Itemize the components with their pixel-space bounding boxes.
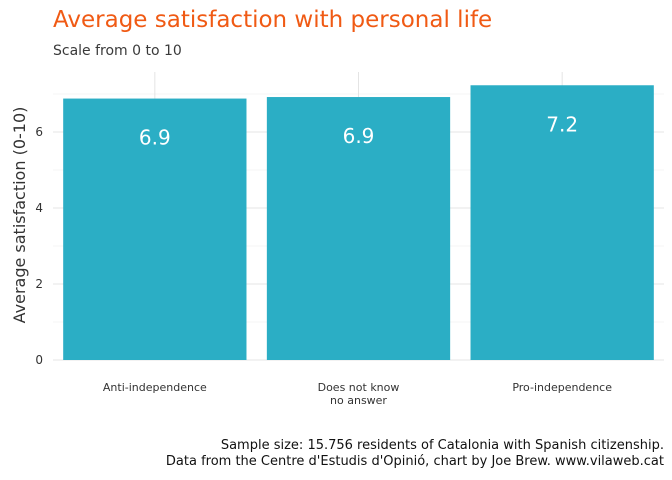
y-tick-label: 0 xyxy=(35,353,43,367)
bar-value-label: 7.2 xyxy=(546,112,578,136)
bar xyxy=(470,85,654,360)
x-tick-label: Does not know no answer xyxy=(318,381,400,407)
y-axis-label: Average satisfaction (0-10) xyxy=(10,107,29,324)
bar xyxy=(266,97,451,360)
chart-title: Average satisfaction with personal life xyxy=(53,7,493,33)
x-tick-label: Anti-independence xyxy=(103,381,207,394)
y-axis-ticks: 0 2 4 6 xyxy=(35,125,43,367)
bar-value-label: 6.9 xyxy=(343,124,375,148)
chart-caption: Sample size: 15.756 residents of Catalon… xyxy=(166,438,664,470)
y-tick-label: 2 xyxy=(35,277,43,291)
chart-subtitle: Scale from 0 to 10 xyxy=(53,43,182,59)
bar-value-label: 6.9 xyxy=(139,126,171,150)
bars: 6.9 6.9 7.2 xyxy=(63,85,654,360)
bar xyxy=(63,98,247,360)
y-tick-label: 4 xyxy=(35,201,43,215)
caption-source: Data from the Centre d'Estudis d'Opinió,… xyxy=(165,454,664,469)
x-tick-label: Pro-independence xyxy=(512,381,612,394)
x-axis-ticks: Anti-independence Does not know no answer P… xyxy=(103,381,612,407)
y-tick-label: 6 xyxy=(35,125,43,139)
caption-sample-size: Sample size: 15.756 residents of Catalon… xyxy=(220,438,664,453)
